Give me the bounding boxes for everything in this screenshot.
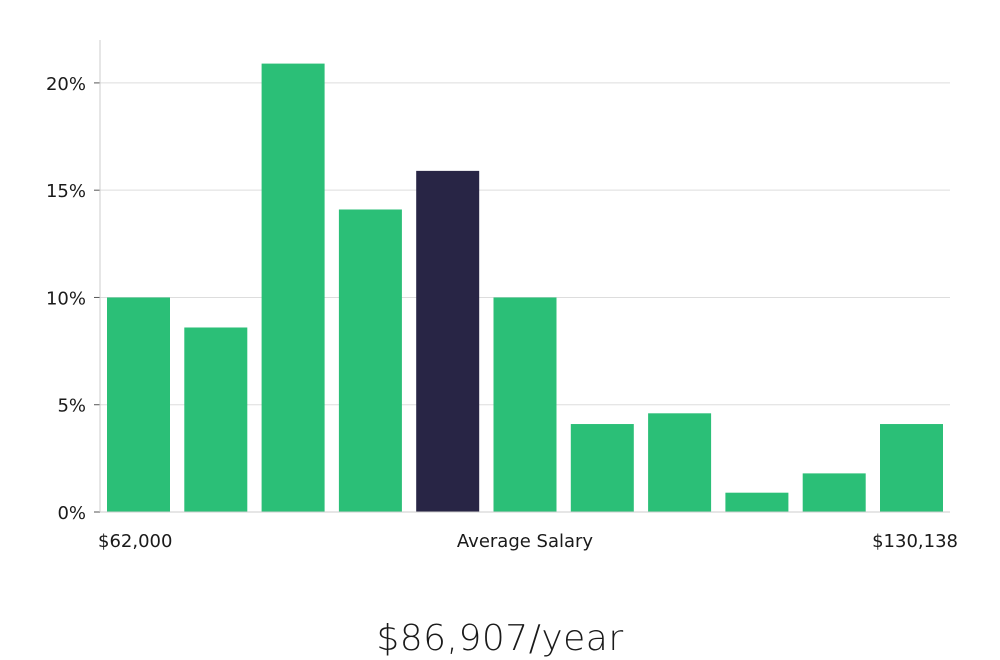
bar [802,473,866,512]
x-axis-title: Average Salary [457,531,594,552]
y-tick-label: 0% [57,503,86,524]
bar [107,297,170,512]
bar [570,424,634,512]
y-tick-label: 15% [46,181,86,202]
y-tick-label: 20% [46,74,86,95]
bars [107,63,943,512]
bar [648,413,712,512]
bar [725,492,789,512]
bar [338,209,402,512]
y-axis-ticks: 0% 5% 10% 15% 20% [46,74,100,524]
average-salary-value: $86,907/year [376,618,624,659]
bar [493,297,557,512]
y-tick-label: 5% [57,396,86,417]
x-label-max: $130,138 [872,531,958,552]
bar [880,424,943,512]
bar [184,327,248,512]
bar-average-salary [416,170,480,512]
x-label-min: $62,000 [98,531,172,552]
y-tick-label: 10% [46,288,86,309]
bar [261,63,325,512]
salary-histogram: 0% 5% 10% 15% 20% $62,000 Average Salary $13… [46,40,958,552]
